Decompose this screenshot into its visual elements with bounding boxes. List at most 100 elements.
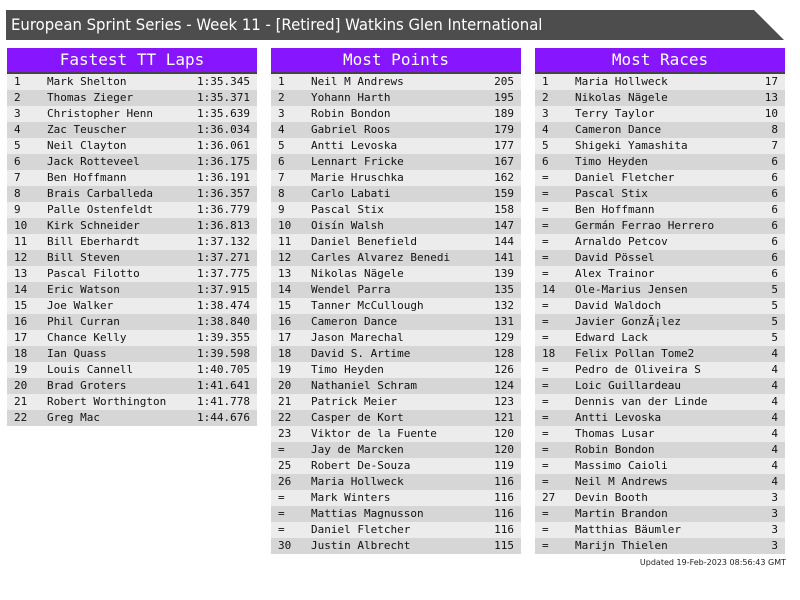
rank-cell: 13 — [14, 267, 28, 280]
table-row: = Loic Guillardeau 4 — [535, 378, 785, 394]
table-row: 22 Casper de Kort 121 — [271, 410, 521, 426]
driver-name-cell: Ian Quass — [47, 347, 107, 360]
rank-cell: 14 — [278, 283, 292, 296]
rank-cell: = — [542, 187, 549, 200]
value-cell: 119 — [494, 459, 514, 472]
value-cell: 4 — [771, 443, 778, 456]
driver-name-cell: Ben Hoffmann — [575, 203, 655, 216]
value-cell: 116 — [494, 523, 514, 536]
driver-name-cell: Daniel Fletcher — [311, 523, 411, 536]
table-row: 11 Bill Eberhardt 1:37.132 — [7, 234, 257, 250]
driver-name-cell: Devin Booth — [575, 491, 648, 504]
driver-name-cell: Brad Groters — [47, 379, 127, 392]
updated-timestamp: Updated 19-Feb-2023 08:56:43 GMT — [639, 558, 786, 567]
rank-cell: 25 — [278, 459, 292, 472]
table-row: = Dennis van der Linde 4 — [535, 394, 785, 410]
rank-cell: = — [542, 363, 549, 376]
value-cell: 1:35.345 — [197, 75, 250, 88]
rank-cell: = — [542, 331, 549, 344]
value-cell: 6 — [771, 251, 778, 264]
table-row: 18 Ian Quass 1:39.598 — [7, 346, 257, 362]
rank-cell: 19 — [14, 363, 28, 376]
table-row: = Mattias Magnusson 116 — [271, 506, 521, 522]
panel-heading: Most Races — [535, 48, 785, 74]
rank-cell: = — [542, 411, 549, 424]
panel-heading: Fastest TT Laps — [7, 48, 257, 74]
value-cell: 1:40.705 — [197, 363, 250, 376]
rank-cell: 6 — [278, 155, 285, 168]
table-row: 21 Robert Worthington 1:41.778 — [7, 394, 257, 410]
table-row: 14 Eric Watson 1:37.915 — [7, 282, 257, 298]
value-cell: 1:39.355 — [197, 331, 250, 344]
rank-cell: 11 — [14, 235, 28, 248]
driver-name-cell: Thomas Lusar — [575, 427, 655, 440]
table-row: 8 Brais Carballeda 1:36.357 — [7, 186, 257, 202]
driver-name-cell: Arnaldo Petcov — [575, 235, 668, 248]
rank-cell: 18 — [278, 347, 292, 360]
driver-name-cell: Justin Albrecht — [311, 539, 411, 552]
rank-cell: 26 — [278, 475, 292, 488]
rank-cell: 23 — [278, 427, 292, 440]
driver-name-cell: Mark Winters — [311, 491, 391, 504]
table-row: 26 Maria Hollweck 116 — [271, 474, 521, 490]
table-row: 13 Pascal Filotto 1:37.775 — [7, 266, 257, 282]
rank-cell: 19 — [278, 363, 292, 376]
table-row: 11 Daniel Benefield 144 — [271, 234, 521, 250]
driver-name-cell: Ben Hoffmann — [47, 171, 127, 184]
driver-name-cell: Nikolas Nägele — [575, 91, 668, 104]
table-row: 5 Neil Clayton 1:36.061 — [7, 138, 257, 154]
driver-name-cell: Nikolas Nägele — [311, 267, 404, 280]
driver-name-cell: Mattias Magnusson — [311, 507, 424, 520]
value-cell: 1:36.175 — [197, 155, 250, 168]
value-cell: 189 — [494, 107, 514, 120]
table-row: 6 Jack Rotteveel 1:36.175 — [7, 154, 257, 170]
table-row: 6 Lennart Fricke 167 — [271, 154, 521, 170]
value-cell: 1:35.371 — [197, 91, 250, 104]
rank-cell: 21 — [278, 395, 292, 408]
table-row: 17 Jason Marechal 129 — [271, 330, 521, 346]
rank-cell: = — [542, 523, 549, 536]
value-cell: 1:41.778 — [197, 395, 250, 408]
driver-name-cell: Germán Ferrao Herrero — [575, 219, 715, 232]
table-row: = Edward Lack 5 — [535, 330, 785, 346]
table-row: 16 Cameron Dance 131 — [271, 314, 521, 330]
value-cell: 167 — [494, 155, 514, 168]
fastest-tt-laps-panel: Fastest TT Laps 1 Mark Shelton 1:35.345 2 Th… — [7, 48, 257, 426]
driver-name-cell: Neil Clayton — [47, 139, 127, 152]
driver-name-cell: Matthias Bäumler — [575, 523, 681, 536]
table-row: 23 Viktor de la Fuente 120 — [271, 426, 521, 442]
table-row: = Marijn Thielen 3 — [535, 538, 785, 554]
rank-cell: = — [542, 219, 549, 232]
table-row: = Javier GonzÃ¡lez 5 — [535, 314, 785, 330]
value-cell: 4 — [771, 347, 778, 360]
value-cell: 1:36.191 — [197, 171, 250, 184]
table-row: 3 Robin Bondon 189 — [271, 106, 521, 122]
value-cell: 5 — [771, 315, 778, 328]
table-row: 2 Yohann Harth 195 — [271, 90, 521, 106]
driver-name-cell: Phil Curran — [47, 315, 120, 328]
value-cell: 4 — [771, 395, 778, 408]
rank-cell: = — [542, 395, 549, 408]
value-cell: 120 — [494, 427, 514, 440]
value-cell: 158 — [494, 203, 514, 216]
value-cell: 3 — [771, 523, 778, 536]
driver-name-cell: Pedro de Oliveira S — [575, 363, 701, 376]
table-row: 15 Joe Walker 1:38.474 — [7, 298, 257, 314]
driver-name-cell: Yohann Harth — [311, 91, 391, 104]
value-cell: 1:35.639 — [197, 107, 250, 120]
rank-cell: = — [278, 443, 285, 456]
rank-cell: 1 — [278, 75, 285, 88]
rank-cell: = — [542, 475, 549, 488]
driver-name-cell: Neil M Andrews — [311, 75, 404, 88]
value-cell: 147 — [494, 219, 514, 232]
driver-name-cell: Neil M Andrews — [575, 475, 668, 488]
most-points-table: 1 Neil M Andrews 205 2 Yohann Harth 195 3 Robin… — [271, 74, 521, 554]
rank-cell: 20 — [14, 379, 28, 392]
value-cell: 5 — [771, 283, 778, 296]
driver-name-cell: Marie Hruschka — [311, 171, 404, 184]
table-row: 25 Robert De-Souza 119 — [271, 458, 521, 474]
table-row: = David Waldoch 5 — [535, 298, 785, 314]
value-cell: 3 — [771, 539, 778, 552]
driver-name-cell: Mark Shelton — [47, 75, 127, 88]
table-row: = Matthias Bäumler 3 — [535, 522, 785, 538]
